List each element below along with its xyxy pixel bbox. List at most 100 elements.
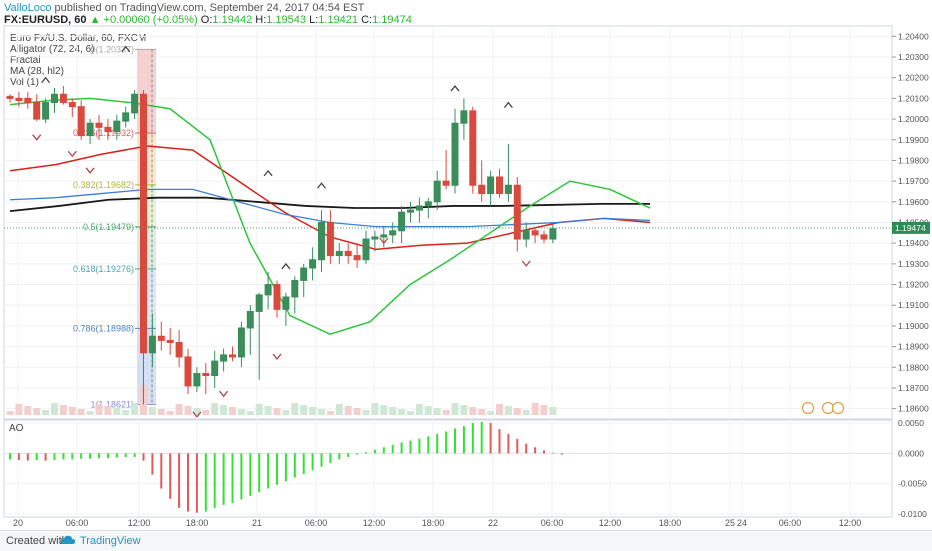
ao-y-tick-label: -0.0100: [898, 509, 927, 519]
economic-event-icon: [801, 401, 815, 415]
candle-body: [291, 279, 299, 298]
volume-bar: [113, 408, 121, 415]
symbol-label: FX:EURUSD, 60: [4, 14, 87, 26]
fractal-up-marker: [121, 45, 131, 53]
candle-body: [193, 372, 201, 387]
last-price-tag: [892, 221, 930, 234]
fib-level-label: 0.236(1.19932): [73, 128, 134, 138]
volume-bar: [344, 406, 352, 415]
candle-body: [86, 122, 94, 137]
candle-body: [371, 236, 379, 240]
candle-body: [344, 250, 352, 257]
volume-bar: [531, 403, 539, 415]
volume-bar: [362, 410, 370, 415]
candle-body: [415, 205, 423, 211]
high-label: H:: [255, 14, 267, 26]
author-link[interactable]: ValloLoco: [4, 2, 52, 14]
candle-body: [353, 255, 361, 261]
volume-bar: [51, 403, 58, 415]
y-tick-label: 1.18900: [898, 342, 929, 352]
volume-bar: [166, 411, 174, 415]
candle-body: [273, 284, 281, 310]
volume-bar: [246, 411, 254, 415]
volume-bar: [59, 405, 67, 415]
fractal-up-marker: [316, 182, 327, 189]
legend-series[interactable]: Euro Fx/U.S. Dollar, 60, FXCM: [10, 33, 147, 44]
created-with-label: Created with: [6, 535, 68, 547]
volume-bar: [193, 408, 201, 415]
fractal-down-marker: [67, 150, 77, 158]
volume-bar: [282, 410, 290, 415]
candle-body: [380, 234, 388, 238]
volume-bar: [202, 410, 210, 415]
candle-body: [211, 360, 219, 377]
y-tick-label: 1.19700: [898, 176, 929, 186]
y-tick-label: 1.18600: [898, 404, 929, 414]
candle-body: [389, 230, 397, 236]
volume-bar: [513, 408, 521, 415]
volume-bar: [42, 410, 50, 415]
volume-bar: [540, 405, 548, 415]
volume-bar: [131, 403, 139, 415]
candle-body: [522, 230, 530, 240]
legend-alligator[interactable]: Alligator (72, 24, 6): [10, 44, 95, 55]
candle-body: [42, 102, 50, 120]
y-tick-label: 1.20000: [898, 114, 929, 124]
legend-ma[interactable]: MA (28, hl2): [10, 66, 64, 77]
ao-y-tick-label: 0.0000: [898, 448, 924, 458]
legend-volume[interactable]: Vol (1): [10, 77, 39, 88]
volume-bar: [291, 403, 299, 415]
candle-body: [318, 222, 325, 261]
fractal-up-marker: [41, 76, 51, 84]
x-tick-label: 20: [13, 518, 23, 528]
volume-bar: [424, 406, 432, 415]
candle-body: [140, 93, 147, 354]
candle-body: [424, 201, 432, 207]
change-value: +0.00060 (+0.05%): [103, 14, 198, 26]
close-value: 1.19474: [372, 14, 412, 26]
volume-bar: [522, 410, 530, 415]
volume-bar: [433, 408, 441, 415]
ao-y-tick-label: 0.0050: [898, 418, 924, 428]
footer: Created with TradingView: [0, 530, 932, 551]
volume-bar: [460, 405, 468, 415]
x-tick-label: 21: [252, 518, 262, 528]
alligator-jaw-line: [9, 196, 650, 213]
fib-level-label: 0.618(1.19276): [73, 264, 134, 274]
x-tick-label: 12:00: [599, 518, 622, 528]
candle-body: [398, 211, 406, 232]
volume-bar: [318, 409, 325, 415]
x-tick-label: 18:00: [186, 518, 209, 528]
y-tick-label: 1.19400: [898, 238, 929, 248]
volume-bar: [273, 408, 281, 415]
volume-bar: [407, 411, 414, 415]
candle-body: [549, 228, 557, 240]
candle-body: [362, 238, 370, 261]
economic-event-icon: [821, 401, 835, 415]
candle-body: [246, 310, 254, 329]
candle-body: [220, 354, 228, 362]
legend-fractal[interactable]: Fractal: [10, 55, 41, 66]
y-tick-label: 1.19300: [898, 259, 929, 269]
volume-bar: [442, 410, 450, 415]
price-chart[interactable]: 20 06:00 12:00 18:00 21 06:00 12:00 18:00 22 06:0…: [0, 0, 932, 530]
volume-bar: [6, 411, 14, 415]
low-label: L:: [309, 14, 319, 26]
y-tick-label: 1.20300: [898, 52, 929, 62]
fractal-down-marker: [219, 390, 229, 398]
x-tick-label: 18:00: [659, 518, 682, 528]
fractal-up-marker: [450, 85, 460, 92]
x-tick-label: 24: [737, 518, 747, 528]
candle-body: [68, 102, 76, 108]
candle-body: [113, 120, 121, 132]
y-tick-label: 1.18800: [898, 362, 929, 372]
x-tick-label: 25: [725, 518, 735, 528]
tradingview-link[interactable]: TradingView: [80, 535, 141, 547]
volume-bar: [220, 405, 228, 415]
volume-bar: [309, 407, 317, 415]
candle-body: [202, 372, 210, 377]
volume-bar: [478, 409, 486, 415]
volume-bar: [326, 411, 334, 415]
candle-body: [6, 95, 14, 99]
